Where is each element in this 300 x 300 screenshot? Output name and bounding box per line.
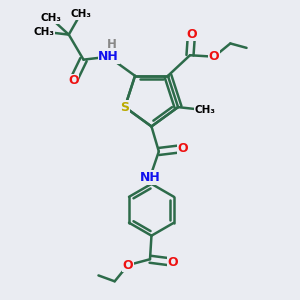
- Text: CH₃: CH₃: [194, 105, 215, 115]
- Text: S: S: [120, 100, 129, 114]
- Text: O: O: [178, 142, 188, 155]
- Text: CH₃: CH₃: [40, 14, 61, 23]
- Text: O: O: [123, 259, 133, 272]
- Text: CH₃: CH₃: [70, 9, 91, 19]
- Text: CH₃: CH₃: [33, 27, 54, 37]
- Text: H: H: [107, 38, 117, 51]
- Text: O: O: [186, 28, 197, 40]
- Text: O: O: [209, 50, 220, 63]
- Text: O: O: [168, 256, 178, 269]
- Text: NH: NH: [140, 171, 160, 184]
- Text: O: O: [68, 74, 79, 87]
- Text: NH: NH: [98, 50, 119, 63]
